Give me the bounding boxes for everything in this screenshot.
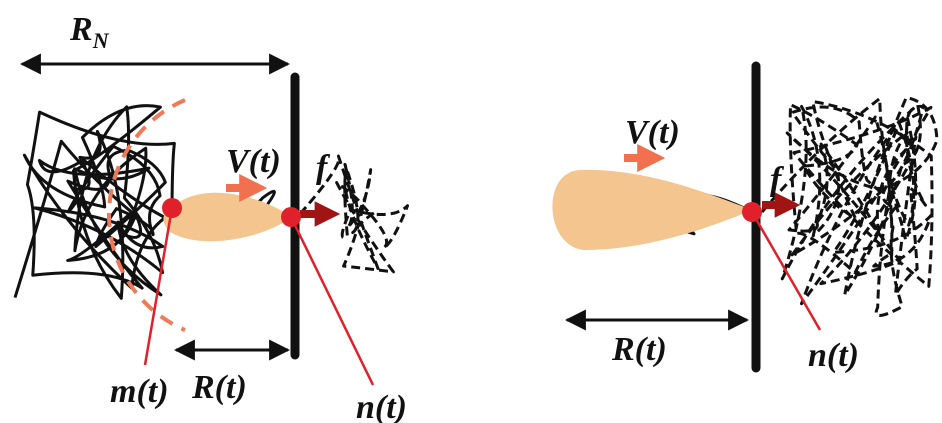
polymer-chain — [15, 106, 174, 299]
distance-label: R(t) — [191, 369, 247, 406]
velocity-label: V(t) — [625, 114, 680, 151]
diagram: RN V(t) f m(t) R(t) n(t) V(t) f R(t) n(t… — [0, 0, 942, 423]
force-label: f — [770, 161, 785, 198]
monomer-label: n(t) — [808, 337, 859, 374]
monomer-dot — [742, 202, 762, 222]
distance-label: R(t) — [611, 331, 667, 368]
right-panel: V(t) f R(t) n(t) — [552, 66, 859, 374]
tension-blob — [552, 170, 752, 250]
pointer-line — [291, 217, 373, 385]
size-sub: N — [92, 28, 110, 53]
polymer-coils — [15, 98, 937, 316]
monomer-label: n(t) — [356, 389, 407, 423]
monomer-dot — [162, 198, 182, 218]
size-label: RN — [69, 11, 110, 53]
monomer-dot — [281, 207, 301, 227]
size-main: R — [69, 11, 93, 48]
tension-blob — [163, 193, 292, 242]
velocity-label: V(t) — [226, 143, 281, 180]
monomer-label: m(t) — [110, 373, 169, 410]
